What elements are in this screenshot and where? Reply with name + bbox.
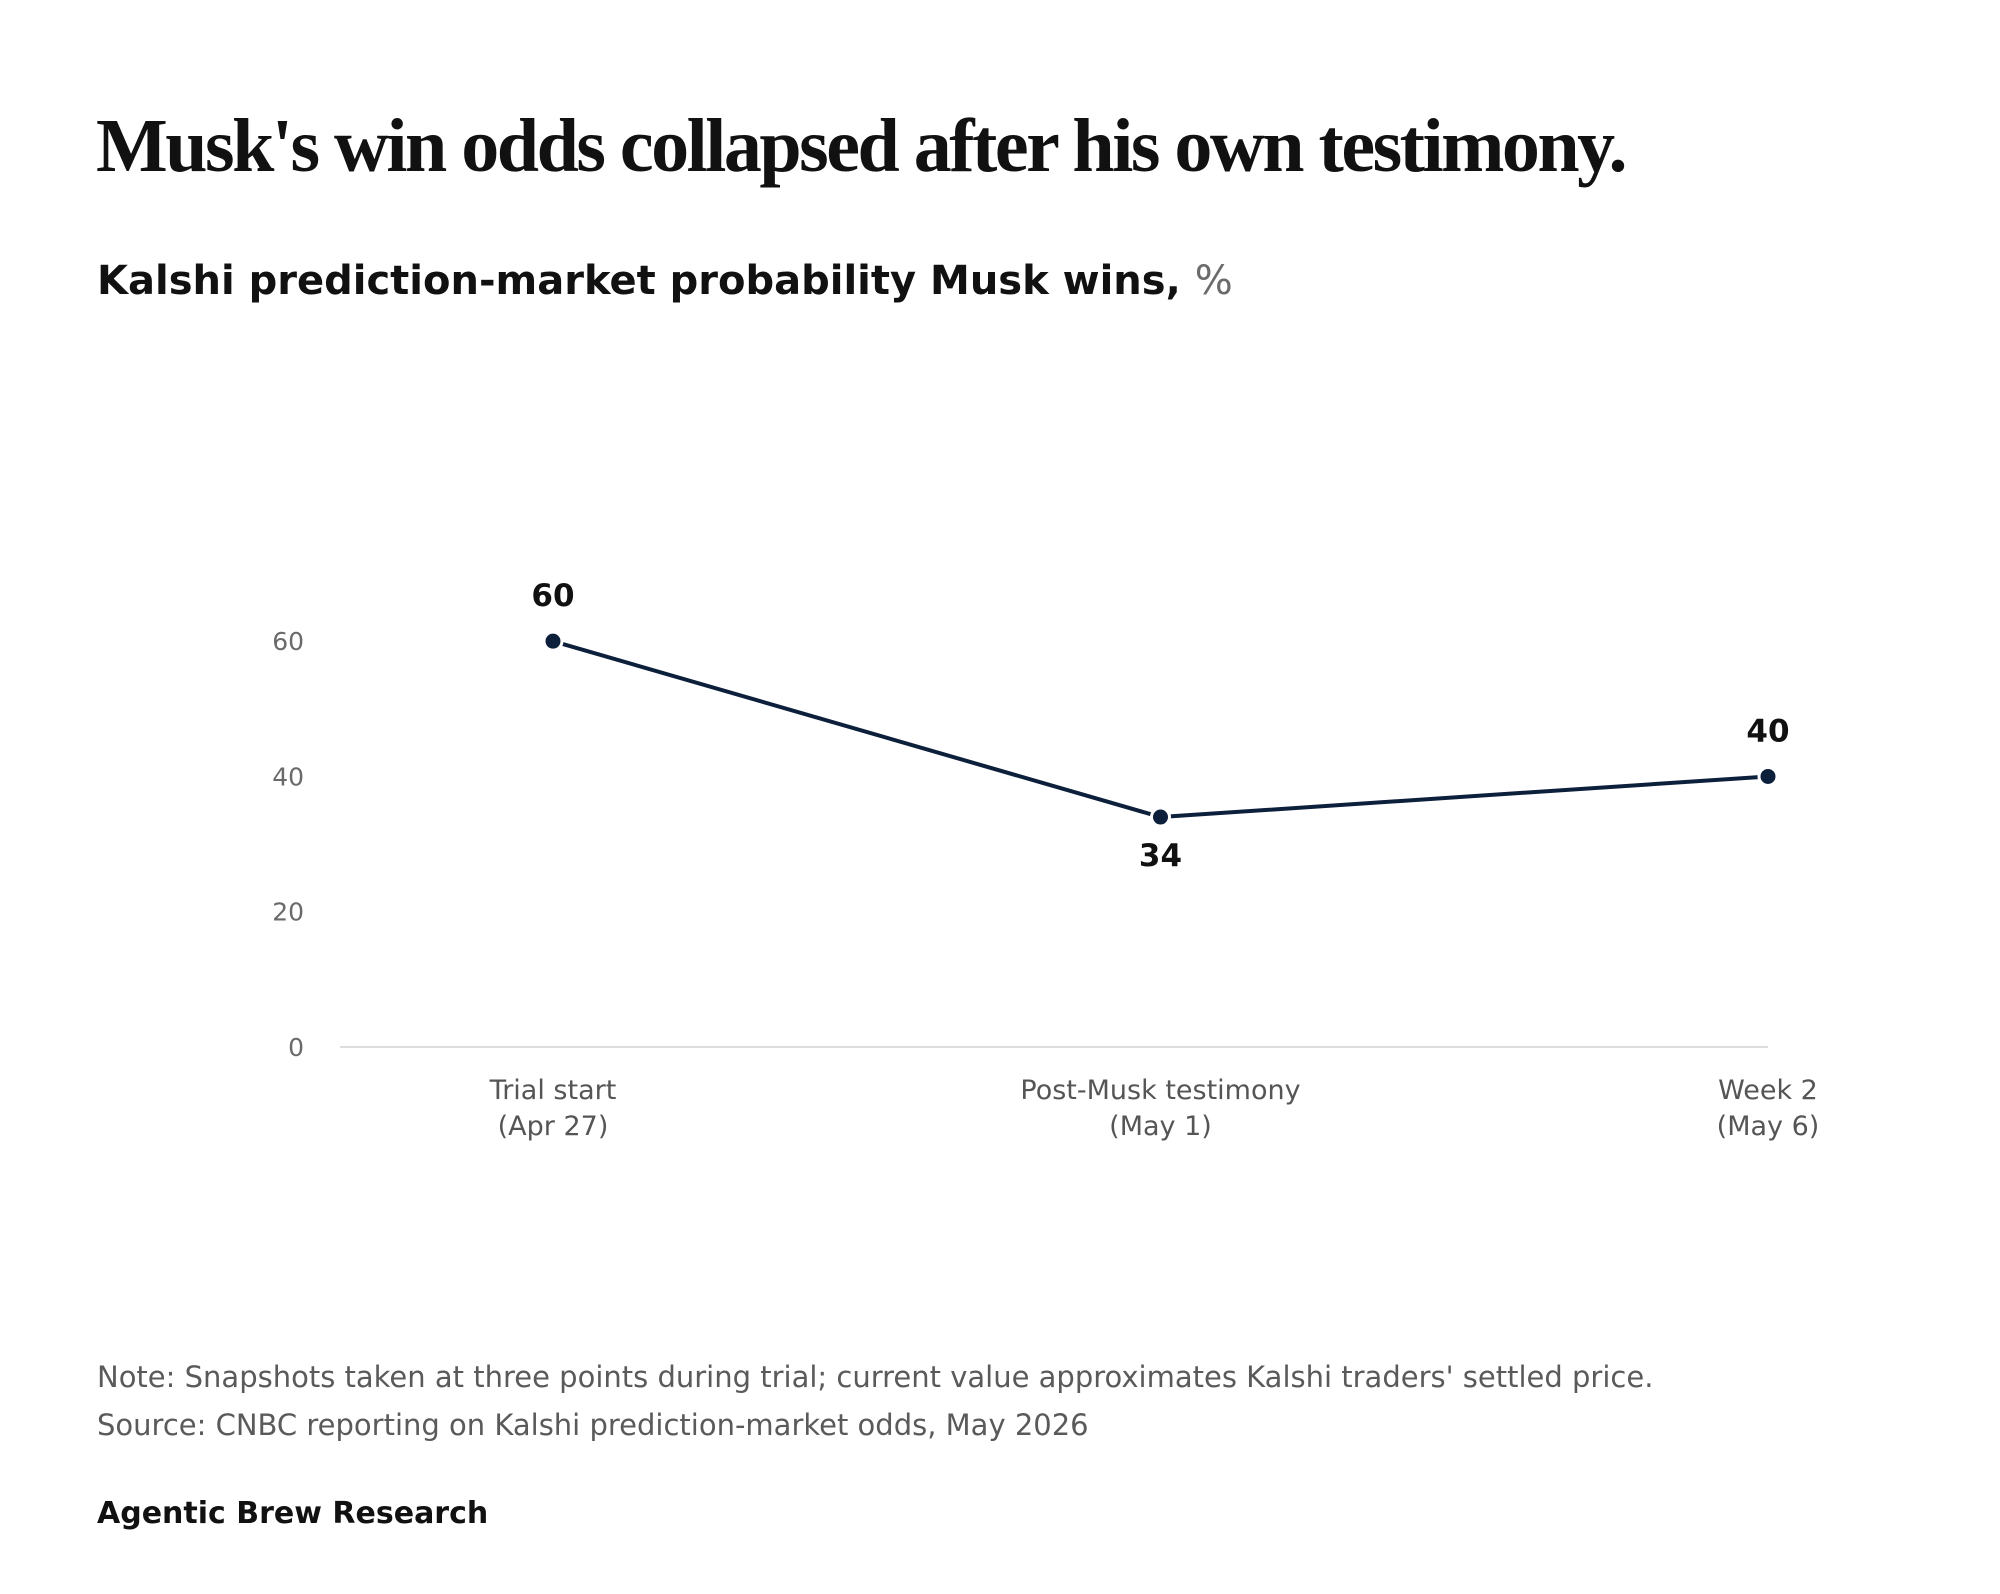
data-label: 40 bbox=[1746, 713, 1789, 749]
chart-subtitle: Kalshi prediction-market probability Mus… bbox=[97, 254, 1233, 308]
chart-subtitle-text: Kalshi prediction-market probability Mus… bbox=[97, 258, 1181, 304]
y-tick-label: 40 bbox=[272, 762, 304, 791]
x-category-label: Week 2 (May 6) bbox=[1717, 1075, 1820, 1142]
chart-source: Source: CNBC reporting on Kalshi predict… bbox=[97, 1408, 1089, 1442]
x-category-label: Post-Musk testimony (May 1) bbox=[1020, 1075, 1300, 1142]
data-point bbox=[1757, 765, 1779, 787]
series-line bbox=[551, 639, 1770, 820]
data-label: 34 bbox=[1139, 838, 1182, 874]
data-label: 60 bbox=[531, 578, 574, 614]
chart-subtitle-unit: % bbox=[1194, 258, 1233, 304]
y-tick-label: 0 bbox=[288, 1033, 304, 1062]
x-category-label: Trial start (Apr 27) bbox=[489, 1075, 617, 1142]
chart-headline: Musk's win odds collapsed after his own … bbox=[96, 104, 1627, 188]
y-tick-label: 20 bbox=[272, 898, 304, 927]
brand-credit: Agentic Brew Research bbox=[97, 1496, 489, 1531]
chart-footnotes: Note: Snapshots taken at three points du… bbox=[97, 1353, 1653, 1449]
y-tick-label: 60 bbox=[272, 627, 304, 656]
data-point bbox=[1150, 806, 1171, 828]
data-point bbox=[542, 630, 564, 652]
chart-note: Note: Snapshots taken at three points du… bbox=[97, 1360, 1654, 1394]
